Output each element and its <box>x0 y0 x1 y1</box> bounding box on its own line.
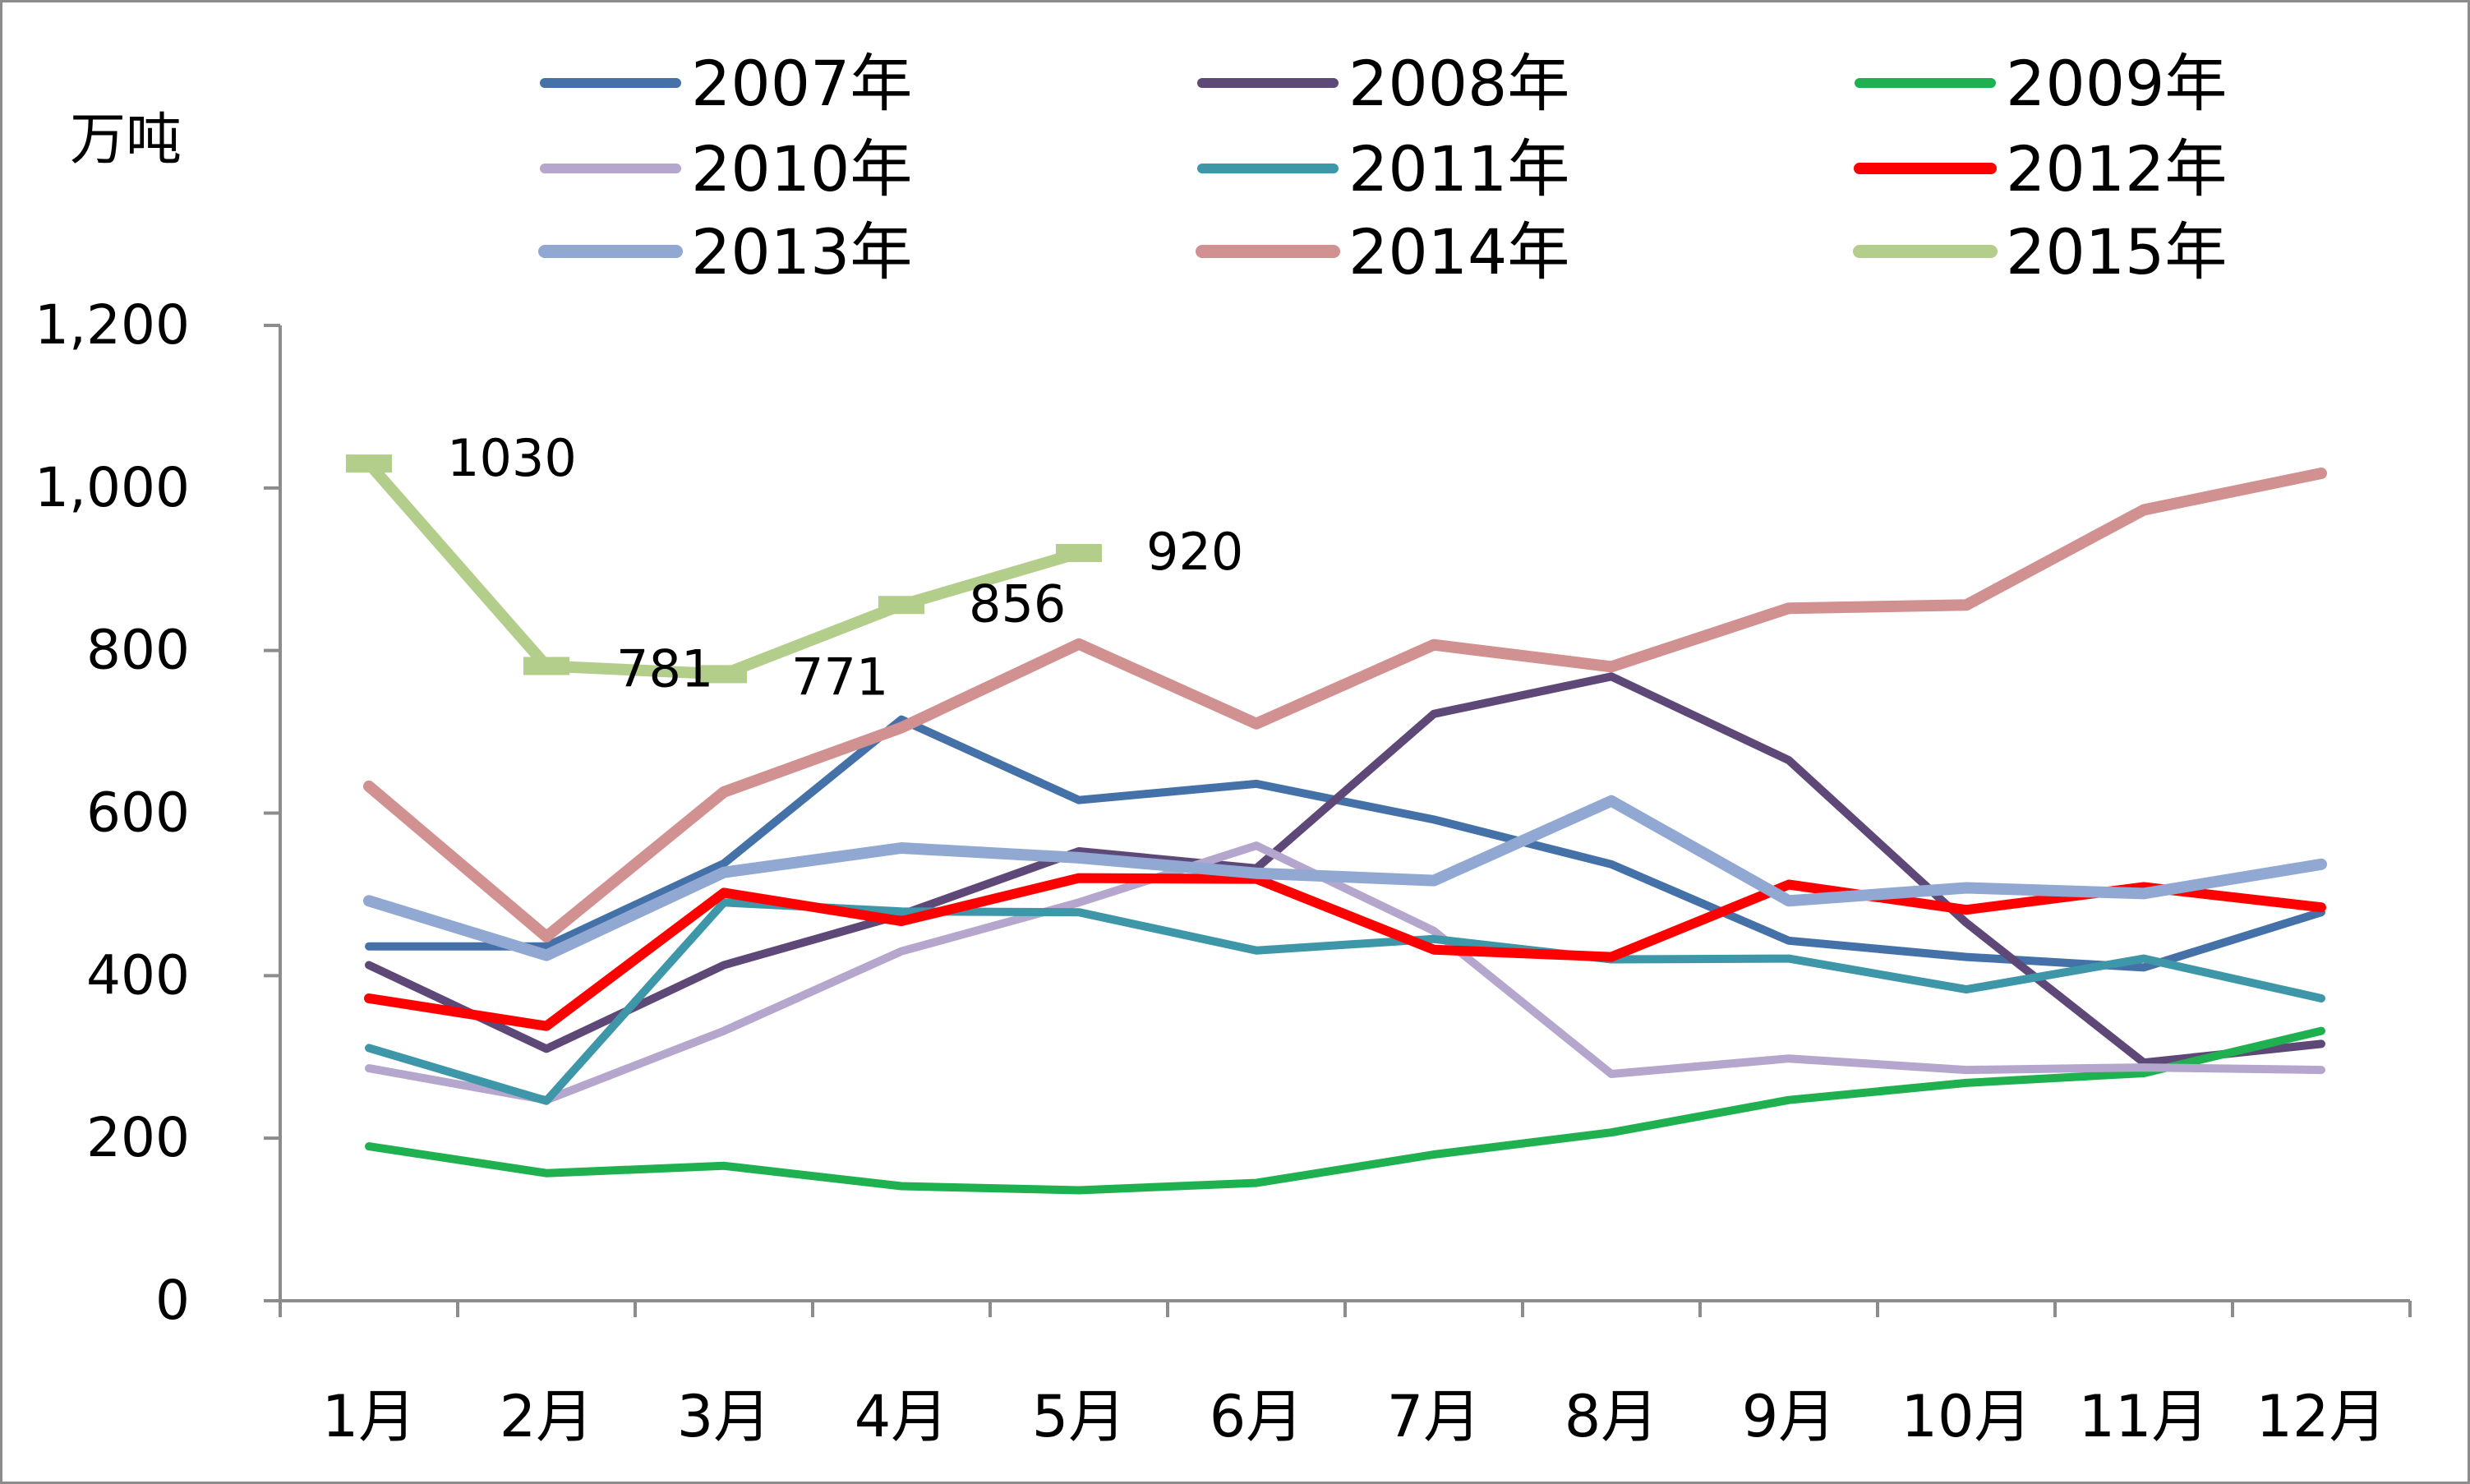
series-line-2011年 <box>365 898 2325 1105</box>
x-tick-label: 9月 <box>1742 1383 1836 1450</box>
series-line-2008年 <box>365 672 2325 1067</box>
x-tick-label: 5月 <box>1032 1383 1127 1450</box>
data-label: 920 <box>1146 522 1243 582</box>
legend: 2007年 2008年 2009年 2010年 2011年 2012年 2013年 2014年… <box>538 47 2227 288</box>
y-tick-label: 600 <box>86 781 190 845</box>
axes: 0 200 400 600 800 1,000 1,200 1月 2月 3月 4月 5月 6月 7月 8月 9… <box>35 293 2412 1450</box>
y-axis-unit-label: 万吨 <box>70 108 182 173</box>
series-line-2010年 <box>365 841 2325 1104</box>
legend-label: 2013年 <box>691 215 912 288</box>
data-label: 856 <box>969 574 1066 634</box>
legend-label: 2007年 <box>691 47 912 120</box>
data-labels: 1030 781 771 856 920 <box>447 428 1243 707</box>
data-label: 781 <box>616 638 713 698</box>
x-tick-label: 2月 <box>500 1383 594 1450</box>
y-tick-label: 800 <box>86 619 190 682</box>
y-tick-label: 0 <box>155 1269 190 1332</box>
legend-label: 2015年 <box>2006 215 2227 288</box>
x-tick-label: 10月 <box>1901 1383 2031 1450</box>
y-tick-label: 1,000 <box>35 456 190 519</box>
series-line-2014年 <box>363 468 2327 942</box>
legend-label: 2014年 <box>1348 215 1569 288</box>
y-tick-label: 200 <box>86 1106 190 1169</box>
legend-label: 2008年 <box>1348 47 1569 120</box>
legend-label: 2012年 <box>2006 132 2227 205</box>
plot-lines <box>346 454 2327 1195</box>
data-label: 1030 <box>447 428 577 488</box>
x-tick-label: 1月 <box>322 1383 417 1450</box>
legend-label: 2009年 <box>2006 47 2227 120</box>
x-tick-label: 4月 <box>855 1383 949 1450</box>
x-tick-label: 6月 <box>1210 1383 1304 1450</box>
x-tick-label: 11月 <box>2078 1383 2209 1450</box>
series-line-2007年 <box>365 715 2325 972</box>
series-line-2013年 <box>363 795 2327 961</box>
x-tick-label: 12月 <box>2256 1383 2386 1450</box>
series-line-2009年 <box>365 1026 2325 1195</box>
x-tick-label: 8月 <box>1564 1383 1659 1450</box>
x-tick-label: 7月 <box>1387 1383 1482 1450</box>
x-tick-label: 3月 <box>677 1383 772 1450</box>
series-line-2015年 <box>363 458 1085 680</box>
y-tick-label: 1,200 <box>35 293 190 357</box>
y-tick-label: 400 <box>86 943 190 1007</box>
series-line-2012年 <box>364 873 2326 1031</box>
legend-label: 2011年 <box>1348 132 1569 205</box>
data-label: 771 <box>791 647 888 707</box>
legend-label: 2010年 <box>691 132 912 205</box>
